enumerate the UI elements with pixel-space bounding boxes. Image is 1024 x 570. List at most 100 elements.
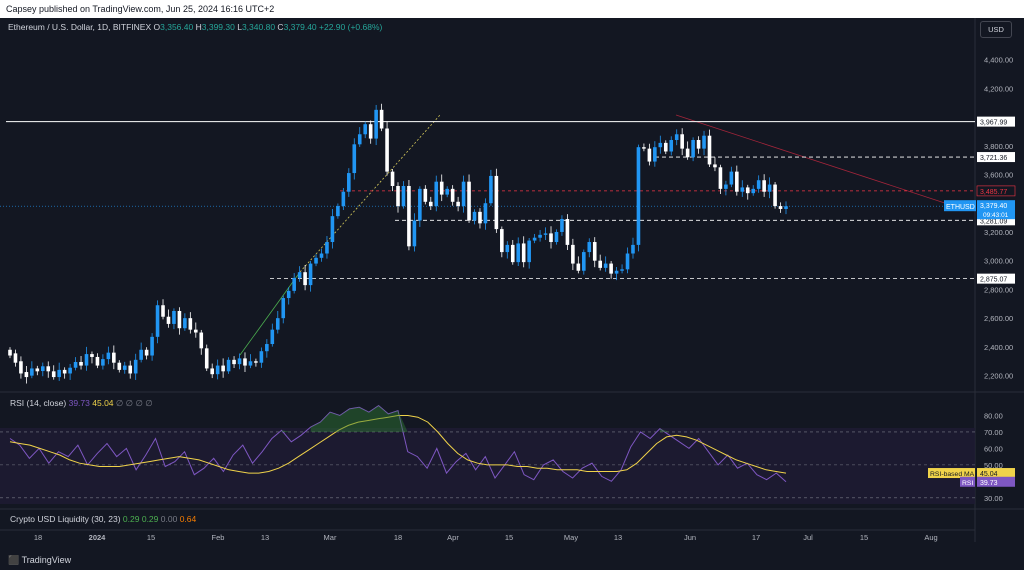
trendline-drawing[interactable] bbox=[299, 114, 441, 273]
trendline-drawing[interactable] bbox=[239, 271, 301, 356]
resistance-trendline[interactable] bbox=[675, 114, 961, 209]
rsi-line bbox=[9, 404, 787, 483]
candle-body bbox=[592, 242, 597, 261]
candle-body bbox=[532, 237, 537, 241]
candle-body bbox=[554, 231, 559, 243]
low-label: L bbox=[237, 22, 242, 32]
candle-body bbox=[204, 348, 209, 369]
candle-body bbox=[767, 184, 772, 192]
candle-body bbox=[325, 242, 329, 254]
liquidity-value-3: 0.00 bbox=[160, 514, 178, 524]
symbol-tag-label: ETHUSD bbox=[946, 204, 975, 211]
candle-body bbox=[101, 359, 105, 366]
candle-body bbox=[368, 124, 373, 139]
candle-body bbox=[314, 257, 318, 264]
price-level-tag bbox=[977, 116, 1015, 127]
horizontal-levels bbox=[0, 121, 975, 280]
high-label: H bbox=[195, 22, 202, 32]
candle-body bbox=[112, 352, 116, 363]
rsi-level-label: 80.00 bbox=[984, 412, 1003, 421]
rsi-level-label: 30.00 bbox=[984, 494, 1003, 503]
price-tick-label: 3,000.00 bbox=[984, 257, 1013, 266]
candle-body bbox=[598, 260, 602, 268]
time-axis-labels: 18 2024 15 Feb 13 Mar 18 Apr 15 May 13 Jun 17 Jul 15 Au… bbox=[34, 533, 938, 542]
time-axis-label: 15 bbox=[147, 533, 155, 542]
candle-body bbox=[412, 220, 417, 247]
close-value: 3,379.40 bbox=[283, 22, 317, 32]
rsi-ma-value-label: 45.04 bbox=[980, 471, 998, 478]
rsi-legend[interactable]: RSI (14, close) 39.73 45.04 ∅ ∅ ∅ ∅ bbox=[10, 398, 153, 409]
candle-body bbox=[707, 135, 712, 165]
candle-body bbox=[784, 206, 788, 209]
candle-body bbox=[19, 361, 23, 374]
tradingview-logo[interactable]: ⬛ TradingView bbox=[8, 555, 71, 566]
liquidity-title: Crypto USD Liquidity (30, 23) bbox=[10, 514, 121, 524]
last-price-label: 3,379.40 bbox=[980, 203, 1007, 210]
candle-body bbox=[718, 167, 723, 189]
candle-body bbox=[565, 219, 570, 245]
candle-body bbox=[24, 372, 29, 378]
candle-body bbox=[658, 142, 663, 148]
candle-body bbox=[680, 134, 684, 149]
candle-body bbox=[560, 219, 564, 232]
candle-body bbox=[669, 140, 674, 152]
candle-body bbox=[341, 191, 346, 207]
candle-body bbox=[582, 252, 586, 271]
time-axis-label: 13 bbox=[261, 533, 269, 542]
candle-body bbox=[434, 181, 439, 207]
candle-body bbox=[390, 171, 395, 186]
price-tick-label: 4,200.00 bbox=[984, 84, 1013, 93]
time-axis-label: 17 bbox=[752, 533, 760, 542]
currency-button[interactable]: USD bbox=[980, 21, 1012, 38]
candle-body bbox=[428, 201, 433, 207]
rsi-ma-value: 45.04 bbox=[92, 398, 114, 408]
candle-body bbox=[188, 318, 193, 330]
candle-body bbox=[461, 181, 466, 207]
candle-body bbox=[248, 361, 253, 366]
candle-body bbox=[691, 140, 695, 158]
candle-body bbox=[226, 359, 231, 372]
rsi-level-label: 70.00 bbox=[984, 428, 1003, 437]
candle-body bbox=[609, 263, 613, 274]
time-axis-label: 13 bbox=[614, 533, 622, 542]
candle-body bbox=[237, 358, 242, 365]
liquidity-value-1: 0.29 bbox=[122, 514, 140, 524]
candle-body bbox=[571, 244, 575, 264]
candle-body bbox=[724, 184, 728, 189]
candle-body bbox=[614, 270, 619, 274]
candle-body bbox=[603, 263, 608, 268]
symbol-legend[interactable]: Ethereum / U.S. Dollar, 1D, BITFINEX O3,… bbox=[8, 22, 382, 32]
rsi-title: RSI (14, close) bbox=[10, 398, 67, 408]
candle-body bbox=[735, 171, 739, 192]
candle-body bbox=[308, 263, 313, 286]
change-value: +22.90 (+0.68%) bbox=[319, 22, 383, 32]
rsi-value-label: 39.73 bbox=[980, 480, 998, 487]
candle-body bbox=[500, 229, 504, 253]
price-level-tag bbox=[977, 215, 1015, 226]
candle-body bbox=[521, 243, 526, 263]
candle-body bbox=[713, 164, 717, 168]
candle-body bbox=[177, 310, 182, 329]
candle-body bbox=[516, 243, 521, 263]
candle-body bbox=[155, 305, 160, 337]
liquidity-legend[interactable]: Crypto USD Liquidity (30, 23) 0.29 0.29 … bbox=[10, 514, 196, 524]
candle-body bbox=[90, 354, 94, 357]
rsi-name-label: RSI bbox=[962, 480, 973, 487]
rsi-ma-value-tag bbox=[977, 468, 1015, 479]
candle-body bbox=[483, 203, 488, 224]
candle-body bbox=[489, 175, 493, 204]
candle-body bbox=[8, 349, 12, 356]
candle-body bbox=[773, 184, 777, 207]
price-tick-label: 3,200.00 bbox=[984, 228, 1013, 237]
time-axis-label: May bbox=[564, 533, 578, 542]
liquidity-value-2: 0.29 bbox=[141, 514, 159, 524]
candle-body bbox=[51, 371, 56, 378]
candle-body bbox=[330, 216, 335, 243]
price-tick-label: 3,600.00 bbox=[984, 170, 1013, 179]
rsi-name-tag bbox=[960, 476, 975, 487]
publisher-bar: Capsey published on TradingView.com, Jun… bbox=[0, 0, 1024, 18]
candle-body bbox=[347, 173, 351, 192]
candle-body bbox=[751, 188, 756, 194]
candle-body bbox=[172, 310, 176, 324]
